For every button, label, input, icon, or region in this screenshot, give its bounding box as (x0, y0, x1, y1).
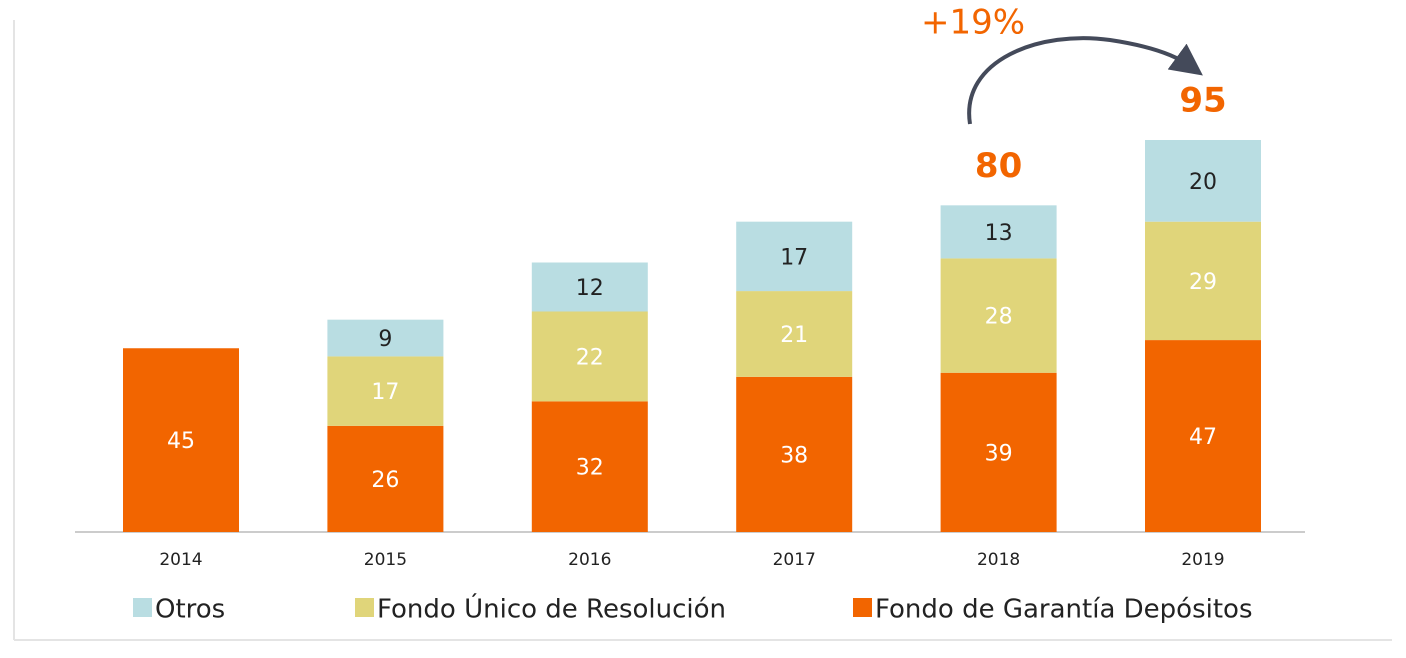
x-tick-label: 2014 (159, 550, 202, 570)
bar-segment (531, 262, 648, 312)
bar-segment (327, 319, 444, 357)
x-tick-label: 2019 (1181, 550, 1224, 570)
legend-label: Fondo Único de Resolución (377, 593, 726, 625)
data-label: 28 (985, 305, 1013, 330)
annotation: +19% (921, 3, 1025, 43)
bar-segment (123, 348, 239, 532)
data-label: 9 (378, 327, 392, 352)
data-label: 38 (780, 443, 808, 468)
bar-segment (531, 401, 648, 532)
bar-segment (1145, 140, 1261, 222)
bar-segment (736, 221, 853, 292)
data-label: 17 (780, 245, 808, 270)
legend-swatch (355, 598, 374, 617)
bar-segment (940, 258, 1057, 373)
bar-segment (327, 425, 444, 532)
data-label: 45 (167, 429, 195, 454)
data-label: 29 (1189, 270, 1217, 295)
data-label: 22 (576, 345, 604, 370)
bar-segment (736, 376, 853, 532)
bar-segment (1145, 221, 1261, 341)
bar-segment (940, 205, 1057, 259)
data-label: 12 (576, 276, 604, 301)
data-label: 32 (576, 456, 604, 481)
total-label: 95 (1179, 81, 1226, 121)
x-tick-label: 2018 (977, 550, 1020, 570)
bar-segment (940, 372, 1057, 532)
legend-label: Fondo de Garantía Depósitos (875, 595, 1253, 625)
legend-swatch (133, 598, 152, 617)
bar-segment (736, 291, 853, 377)
bar-segment (531, 311, 648, 402)
data-label: 20 (1189, 170, 1217, 195)
x-tick-label: 2015 (364, 550, 407, 570)
legend-label: Otros (155, 595, 225, 625)
bar-segment (1145, 340, 1261, 532)
arrow (967, 36, 1203, 125)
data-label: 26 (371, 468, 399, 493)
data-label: 39 (985, 441, 1013, 466)
data-label: 17 (371, 380, 399, 405)
legend-swatch (853, 598, 872, 617)
data-label: 13 (985, 221, 1013, 246)
data-label: 47 (1189, 425, 1217, 450)
total-label: 80 (975, 146, 1022, 186)
x-tick-label: 2016 (568, 550, 611, 570)
x-tick-label: 2017 (773, 550, 816, 570)
bar-segment (327, 356, 444, 426)
data-label: 21 (780, 323, 808, 348)
